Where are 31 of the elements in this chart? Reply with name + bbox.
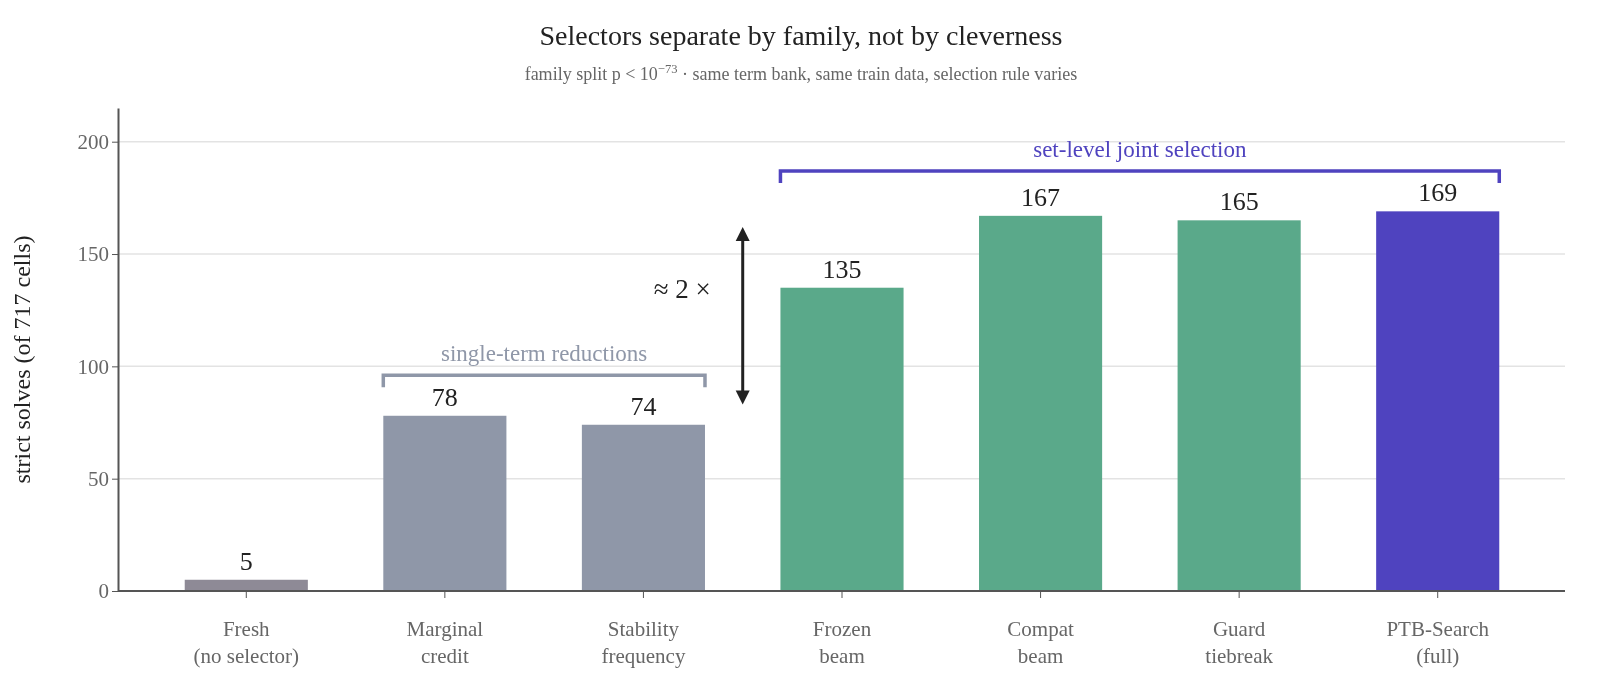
x-tick-label: Marginal credit bbox=[406, 617, 484, 668]
y-tick-label: 0 bbox=[98, 579, 109, 604]
x-tick-label: PTB-Search (full) bbox=[1386, 617, 1490, 668]
annotation: ≈ 2 × bbox=[653, 273, 711, 304]
chart-title: Selectors separate by family, not by cleverness bbox=[539, 20, 1063, 51]
bar bbox=[383, 415, 507, 591]
data-label: 167 bbox=[1021, 182, 1061, 212]
chart-subtitle: family split p < 10$^{−73}$ · same term bank, same train data, selection rule varies bbox=[524, 62, 1078, 84]
bar bbox=[1376, 211, 1500, 591]
x-tick-label: Compat beam bbox=[1007, 617, 1074, 668]
y-tick-label: 100 bbox=[77, 354, 109, 379]
data-label: 165 bbox=[1219, 187, 1259, 217]
bar bbox=[979, 215, 1103, 591]
x-tick-label: Frozen beam bbox=[812, 617, 872, 668]
x-tick-label: Stability frequency bbox=[601, 617, 686, 668]
x-tick-label: Guard tiebreak bbox=[1205, 617, 1274, 668]
data-label: 74 bbox=[630, 391, 657, 421]
bar bbox=[780, 287, 904, 591]
y-tick-label: 50 bbox=[88, 466, 109, 491]
data-label: 5 bbox=[239, 546, 253, 576]
data-label: 169 bbox=[1418, 178, 1458, 208]
y-axis-title: strict solves (of 717 cells) bbox=[9, 235, 35, 484]
annotation: set-level joint selection bbox=[1033, 136, 1248, 162]
data-label: 78 bbox=[431, 382, 458, 412]
bar bbox=[581, 424, 705, 591]
x-tick-label: Fresh (no selector) bbox=[193, 617, 300, 668]
bar bbox=[1177, 220, 1301, 591]
y-tick-label: 150 bbox=[77, 242, 109, 267]
y-tick-label: 200 bbox=[77, 129, 109, 154]
annotation: single-term reductions bbox=[440, 341, 648, 367]
data-label: 135 bbox=[822, 254, 862, 284]
